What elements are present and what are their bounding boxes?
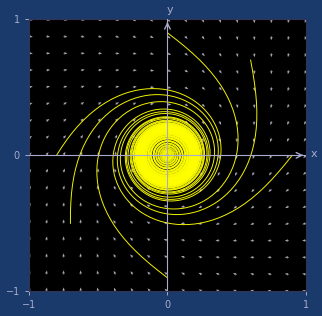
Text: y: y (167, 5, 174, 15)
Text: x: x (310, 149, 317, 159)
